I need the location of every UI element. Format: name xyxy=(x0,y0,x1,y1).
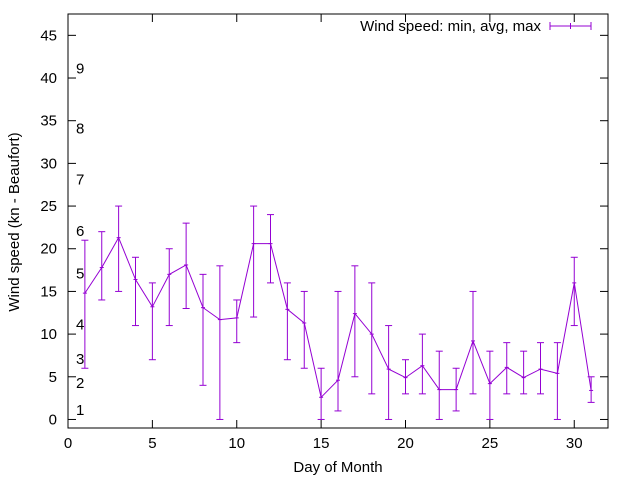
y-tick-label: 30 xyxy=(40,155,57,172)
y-tick-label: 25 xyxy=(40,198,57,215)
legend-label: Wind speed: min, avg, max xyxy=(360,18,541,35)
error-bar xyxy=(115,205,123,292)
x-tick-label: 15 xyxy=(313,435,330,452)
x-tick-label: 5 xyxy=(148,435,156,452)
error-bar xyxy=(148,282,156,361)
x-tick-label: 10 xyxy=(228,435,245,452)
y-tick-label: 10 xyxy=(40,326,57,343)
beaufort-label: 2 xyxy=(76,375,84,392)
beaufort-label: 5 xyxy=(76,265,84,282)
error-bar xyxy=(520,350,528,395)
x-tick-label: 25 xyxy=(482,435,499,452)
error-bar xyxy=(537,342,544,395)
beaufort-label: 6 xyxy=(76,223,84,240)
error-bar xyxy=(486,350,494,420)
error-bar xyxy=(300,290,308,369)
x-tick-label: 0 xyxy=(64,435,72,452)
y-tick-label: 0 xyxy=(49,411,57,428)
error-bar xyxy=(435,350,443,420)
beaufort-label: 9 xyxy=(76,61,84,78)
error-bar xyxy=(182,222,190,309)
error-bar xyxy=(317,367,325,420)
y-tick-label: 5 xyxy=(49,369,57,386)
error-bar xyxy=(452,367,460,412)
error-bar xyxy=(233,299,241,344)
beaufort-labels: 1 2 3 4 5 6 7 8 9 xyxy=(76,61,84,419)
y-tick-label: 40 xyxy=(40,70,57,87)
error-bar xyxy=(368,282,376,395)
y-tick-label: 35 xyxy=(40,113,57,130)
beaufort-label: 3 xyxy=(76,351,84,368)
error-bar xyxy=(98,231,106,301)
plot-frame xyxy=(67,13,609,429)
error-bar xyxy=(334,290,342,412)
error-bar xyxy=(587,376,595,403)
y-tick-label: 15 xyxy=(40,283,57,300)
error-bar xyxy=(570,256,578,327)
error-bar xyxy=(216,265,224,420)
error-bar xyxy=(81,239,89,369)
error-bar xyxy=(165,248,173,327)
x-tick-label: 30 xyxy=(566,435,583,452)
error-bar xyxy=(132,256,139,327)
error-bar xyxy=(503,342,511,395)
beaufort-label: 4 xyxy=(76,317,84,334)
error-bar xyxy=(283,282,291,361)
series-layer xyxy=(81,205,595,420)
error-bar xyxy=(418,333,426,395)
error-bar xyxy=(351,265,359,378)
error-bar xyxy=(267,214,274,284)
error-bar xyxy=(250,205,258,318)
error-bar xyxy=(385,325,393,420)
legend: Wind speed: min, avg, max xyxy=(360,18,592,35)
error-bar xyxy=(402,359,409,395)
error-bar xyxy=(553,342,561,420)
beaufort-label: 1 xyxy=(76,402,84,419)
y-tick-label: 20 xyxy=(40,241,57,258)
error-bar xyxy=(199,273,207,386)
x-tick-label: 20 xyxy=(397,435,414,452)
x-axis-title: Day of Month xyxy=(293,459,382,476)
y-tick-label: 45 xyxy=(40,27,57,44)
beaufort-label: 7 xyxy=(76,172,84,189)
y-axis-title: Wind speed (kn - Beaufort) xyxy=(6,132,23,311)
beaufort-label: 8 xyxy=(76,120,84,137)
error-bar xyxy=(469,290,477,395)
